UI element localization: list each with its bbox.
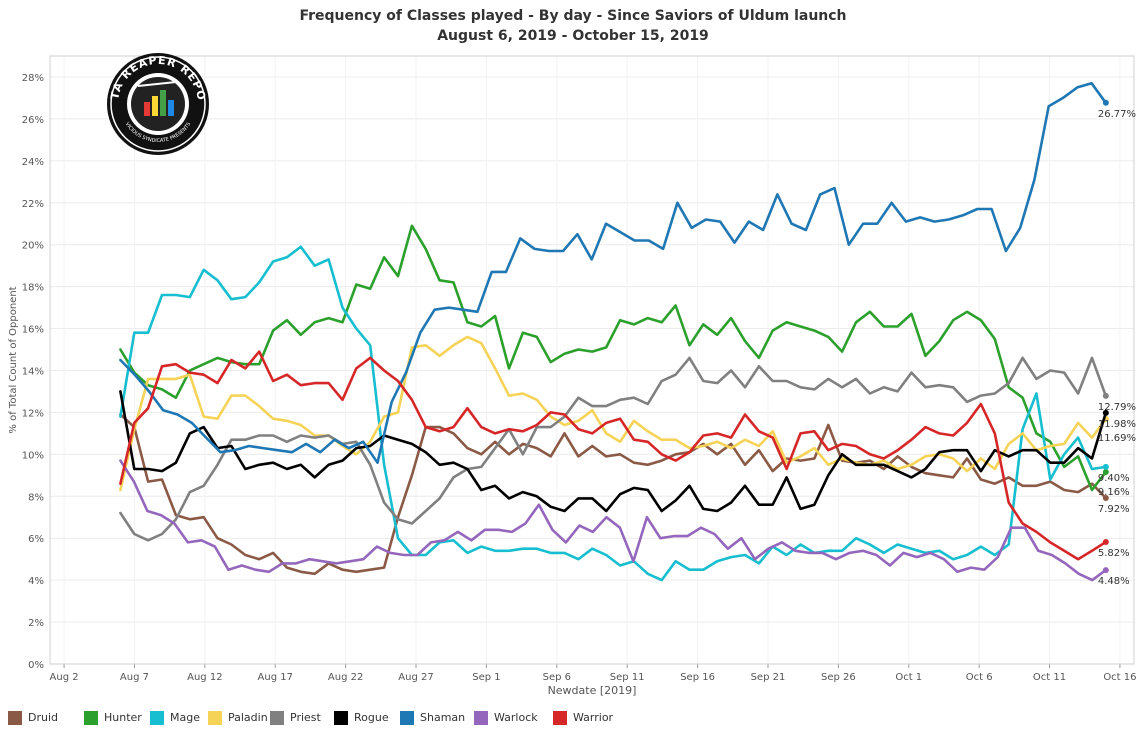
x-tick-label: Sep 6: [543, 672, 571, 683]
series-end-point-warrior: [1102, 538, 1109, 545]
legend-item-priest[interactable]: Priest: [270, 710, 321, 726]
y-axis-label: % of Total Count of Opponent: [8, 286, 19, 433]
legend-label: Druid: [28, 711, 59, 724]
legend-swatch: [150, 711, 164, 725]
y-tick-label: 0%: [28, 660, 44, 671]
x-tick-label: Oct 16: [1103, 672, 1136, 683]
legend-swatch: [474, 711, 488, 725]
end-label-warrior: 5.82%: [1098, 548, 1130, 559]
series-line-shaman: [119, 82, 1108, 465]
legend-swatch: [8, 711, 22, 725]
series-end-point-mage: [1102, 463, 1109, 470]
legend-item-rogue[interactable]: Rogue: [334, 710, 389, 726]
legend-label: Hunter: [104, 711, 142, 724]
series-line-rogue: [119, 390, 1108, 513]
y-tick-label: 24%: [22, 157, 44, 168]
end-label-priest: 12.79%: [1098, 402, 1136, 413]
end-label-mage: 9.40%: [1098, 473, 1130, 484]
x-tick-label: Sep 16: [680, 672, 715, 683]
x-tick-label: Sep 1: [472, 672, 500, 683]
y-axis-ticks: 0% 2% 4% 6% 8% 10% 12% 14% 16% 18% 20% 22% 24% 26% 28%: [22, 73, 44, 671]
end-labels: 26.77% 12.79% 11.98% 11.69% 9.40% 9.16% 7.92% 5…: [1098, 109, 1136, 587]
legend-item-warrior[interactable]: Warrior: [553, 710, 613, 726]
x-tick-label: Sep 21: [751, 672, 786, 683]
legend-swatch: [400, 711, 414, 725]
x-tick-label: Sep 11: [610, 672, 645, 683]
legend-item-mage[interactable]: Mage: [150, 710, 200, 726]
end-label-shaman: 26.77%: [1098, 109, 1136, 120]
series-line-hunter: [119, 224, 1108, 492]
chart-title-block: Frequency of Classes played - By day - S…: [0, 6, 1146, 46]
legend-item-paladin[interactable]: Paladin: [208, 710, 268, 726]
y-tick-label: 14%: [22, 366, 44, 377]
series-line-warrior: [119, 350, 1108, 561]
series-line-mage: [119, 245, 1108, 582]
legend-swatch: [270, 711, 284, 725]
x-tick-label: Aug 2: [50, 672, 79, 683]
series-line-druid: [119, 413, 1108, 576]
series-end-point-warlock: [1102, 567, 1109, 574]
legend-label: Warrior: [573, 711, 614, 724]
legend-label: Priest: [290, 711, 321, 724]
data-reaper-logo: DATA REAPER REPORT VICIOUS SYNDICATE PRE…: [107, 53, 209, 155]
y-tick-label: 18%: [22, 283, 44, 294]
legend-label: Rogue: [354, 711, 389, 724]
y-tick-label: 22%: [22, 199, 44, 210]
x-tick-label: Oct 11: [1033, 672, 1066, 683]
y-tick-label: 10%: [22, 450, 44, 461]
series-end-point-druid: [1102, 494, 1109, 501]
legend-item-shaman[interactable]: Shaman: [400, 710, 465, 726]
x-tick-label: Oct 6: [966, 672, 993, 683]
x-tick-label: Aug 7: [120, 672, 149, 683]
series-end-point-rogue: [1102, 409, 1109, 416]
y-tick-label: 16%: [22, 325, 44, 336]
x-axis-label: Newdate [2019]: [548, 684, 637, 697]
legend-item-hunter[interactable]: Hunter: [84, 710, 142, 726]
x-tick-label: Aug 22: [328, 672, 363, 683]
series-end-point-priest: [1102, 392, 1109, 399]
legend-label: Mage: [170, 711, 200, 724]
legend-label: Shaman: [420, 711, 466, 724]
legend-swatch: [208, 711, 222, 725]
y-tick-label: 4%: [28, 576, 44, 587]
x-tick-label: Aug 27: [398, 672, 433, 683]
y-tick-label: 8%: [28, 492, 44, 503]
legend-label: Paladin: [228, 711, 268, 724]
series-line-warlock: [119, 459, 1108, 582]
y-tick-label: 2%: [28, 618, 44, 629]
end-label-paladin: 11.69%: [1098, 433, 1136, 444]
end-label-warlock: 4.48%: [1098, 576, 1130, 587]
series-lines: [119, 82, 1109, 582]
series-end-point-shaman: [1102, 99, 1109, 106]
series-line-priest: [119, 356, 1108, 542]
legend-label: Warlock: [494, 711, 538, 724]
legend-swatch: [334, 711, 348, 725]
chart-title: Frequency of Classes played - By day - S…: [299, 8, 847, 24]
x-tick-label: Aug 12: [187, 672, 222, 683]
end-label-druid: 7.92%: [1098, 504, 1130, 515]
grid: [50, 56, 1134, 665]
x-tick-label: Oct 1: [895, 672, 922, 683]
y-tick-label: 26%: [22, 115, 44, 126]
end-label-hunter: 9.16%: [1098, 487, 1130, 498]
x-tick-label: Sep 26: [821, 672, 856, 683]
chart-subtitle: August 6, 2019 - October 15, 2019: [437, 28, 709, 44]
series-end-point-hunter: [1102, 468, 1109, 475]
end-label-rogue: 11.98%: [1098, 419, 1136, 430]
x-tick-label: Aug 17: [258, 672, 293, 683]
x-axis-ticks: Aug 2 Aug 7 Aug 12 Aug 17 Aug 22 Aug 27 Sep 1 S…: [50, 664, 1137, 683]
legend-item-warlock[interactable]: Warlock: [474, 710, 538, 726]
legend-swatch: [553, 711, 567, 725]
series-line-paladin: [119, 335, 1108, 492]
y-tick-label: 28%: [22, 73, 44, 84]
legend-swatch: [84, 711, 98, 725]
y-tick-label: 20%: [22, 241, 44, 252]
y-tick-label: 12%: [22, 408, 44, 419]
legend-item-druid[interactable]: Druid: [8, 710, 58, 726]
y-tick-label: 6%: [28, 534, 44, 545]
plot-frame: [49, 55, 1135, 665]
